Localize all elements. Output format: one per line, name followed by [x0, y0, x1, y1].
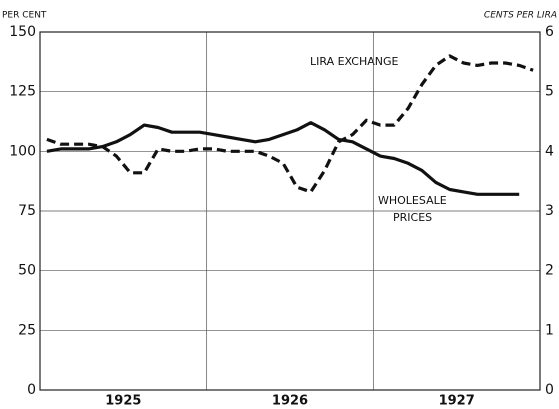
- x-tick-label: 1925: [105, 394, 141, 409]
- y-tick-label: 0: [27, 382, 36, 398]
- y2-tick-label: 6: [545, 24, 554, 40]
- y-tick-label: 25: [18, 322, 36, 338]
- y-tick-label: 150: [9, 24, 36, 40]
- y2-tick-label: 2: [545, 263, 554, 279]
- series-line: [46, 54, 534, 194]
- y2-tick-label: 3: [545, 203, 554, 219]
- annotation: LIRA EXCHANGE: [310, 55, 399, 68]
- annotation: WHOLESALE: [378, 194, 447, 207]
- y-tick-label: 100: [9, 143, 36, 159]
- y-tick-label: 125: [9, 84, 36, 100]
- y2-tick-label: 5: [545, 84, 554, 100]
- y-axis-label: PER CENT: [2, 11, 47, 21]
- y2-tick-label: 0: [545, 382, 554, 398]
- annotation: PRICES: [393, 211, 432, 224]
- x-tick-label: 1927: [439, 394, 475, 409]
- plot-frame: [39, 31, 541, 391]
- y-tick-label: 75: [18, 203, 36, 219]
- y2-tick-label: 4: [545, 143, 554, 159]
- y-tick-label: 50: [18, 263, 36, 279]
- y2-tick-label: 1: [545, 322, 554, 338]
- series-line: [46, 121, 520, 196]
- x-tick-label: 1926: [272, 394, 308, 409]
- y2-axis-label: CENTS PER LIRA: [484, 11, 557, 21]
